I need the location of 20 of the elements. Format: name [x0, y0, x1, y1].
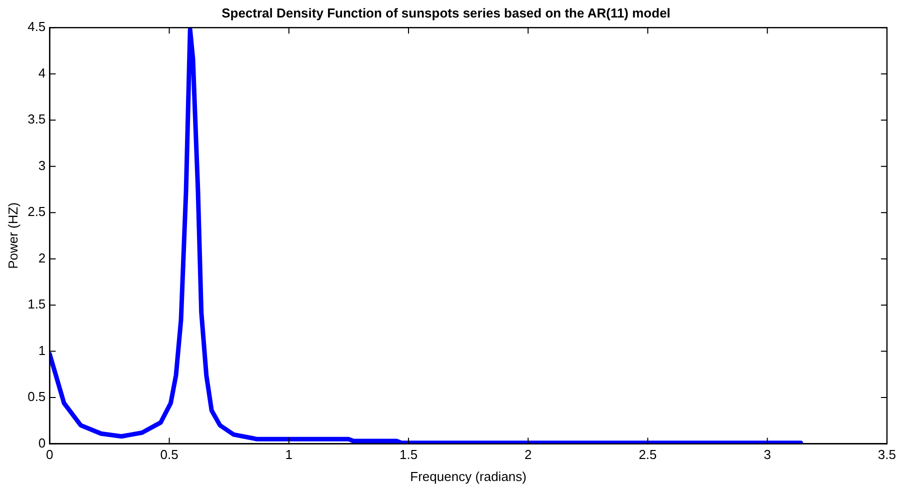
- y-tick-label: 4: [38, 65, 46, 80]
- y-tick-label: 1: [38, 342, 46, 358]
- x-axis-title: Frequency (radians): [410, 468, 526, 484]
- y-tick-label: 0.5: [28, 389, 46, 404]
- y-tick-label: 2: [38, 250, 46, 266]
- x-tick-label: 2.5: [638, 447, 657, 462]
- x-tick-label: 0.5: [160, 447, 178, 462]
- x-tick-label: 3.5: [878, 447, 896, 462]
- y-tick-label: 1.5: [28, 296, 46, 312]
- y-tick-label: 2.5: [28, 204, 46, 220]
- y-tick-label: 3: [38, 158, 46, 173]
- y-tick-label: 3.5: [28, 112, 46, 127]
- x-tick-label: 2: [524, 447, 532, 462]
- y-axis-title: Power (HZ): [5, 202, 20, 269]
- x-tick-label: 3: [764, 447, 771, 462]
- y-tick-label: 4.5: [28, 19, 46, 34]
- chart-title: Spectral Density Function of sunspots series based on the AR(11) model: [222, 5, 670, 20]
- x-tick-label: 1.5: [399, 447, 418, 462]
- y-tick-label: 0: [38, 435, 46, 450]
- x-tick-label: 1: [285, 447, 293, 462]
